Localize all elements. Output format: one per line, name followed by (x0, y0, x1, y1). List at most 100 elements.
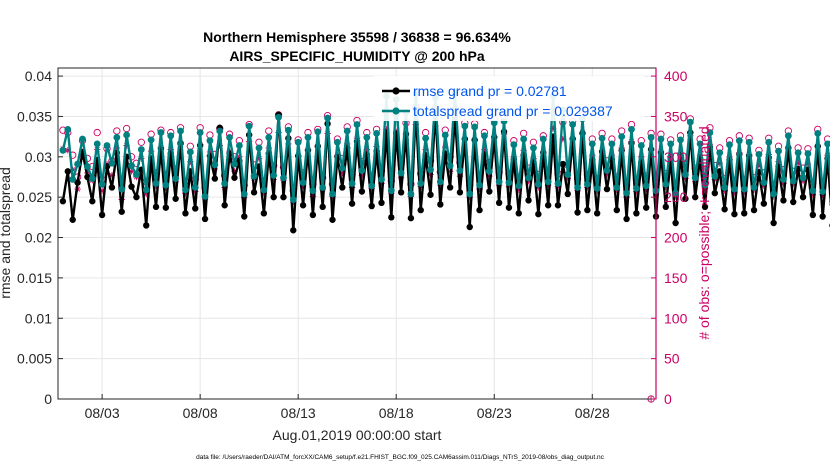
totalspread-point (172, 175, 180, 183)
rmse-point (270, 193, 277, 201)
obs-evaluated-point (716, 160, 723, 167)
y-tick-label: 0.04 (25, 68, 52, 84)
rmse-point (329, 216, 336, 223)
totalspread-point (265, 134, 273, 141)
totalspread-point (378, 176, 385, 183)
rmse-point (819, 213, 826, 220)
rmse-point (672, 219, 679, 227)
totalspread-point (716, 149, 724, 157)
rmse-point (721, 206, 728, 213)
y-axis-label: rmse and totalspread (0, 167, 13, 299)
rmse-point (574, 209, 581, 216)
totalspread-point (240, 190, 248, 198)
totalspread-point (657, 135, 665, 143)
rmse-point (378, 199, 385, 207)
totalspread-point (407, 190, 415, 198)
totalspread-point (133, 171, 140, 178)
totalspread-point (765, 138, 773, 146)
obs-evaluated-point (780, 180, 787, 187)
totalspread-point (824, 140, 830, 148)
obs-evaluated-point (755, 162, 763, 169)
rmse-point (692, 193, 699, 201)
totalspread-point (750, 184, 758, 191)
obs-evaluated-point (363, 146, 371, 153)
totalspread-point (686, 118, 694, 126)
totalspread-point (618, 133, 626, 141)
rmse-point (407, 214, 415, 222)
totalspread-point (583, 180, 591, 188)
rmse-point (98, 211, 106, 219)
rmse-point (260, 210, 268, 217)
totalspread-point (780, 176, 787, 183)
totalspread-point (98, 180, 106, 188)
rmse-point (623, 215, 630, 223)
legend-rmse-marker (392, 87, 400, 95)
chart-subtitle: AIRS_SPECIFIC_HUMIDITY @ 200 hPa (229, 48, 485, 64)
totalspread-point (628, 125, 635, 133)
totalspread-point (461, 122, 469, 130)
rmse-point (348, 200, 356, 207)
y2-tick-label: 200 (664, 230, 688, 246)
totalspread-point (539, 135, 547, 143)
totalspread-point (182, 186, 189, 194)
y2-tick-label: 400 (664, 68, 688, 84)
totalspread-point (490, 119, 498, 127)
rmse-point (250, 189, 258, 196)
totalspread-point (427, 166, 434, 174)
rmse-point (74, 179, 81, 186)
rmse-point (133, 193, 140, 201)
totalspread-point (319, 184, 327, 191)
rmse-point (118, 208, 125, 215)
obs-evaluated-point (696, 151, 704, 159)
totalspread-point (691, 174, 699, 182)
totalspread-point (672, 189, 680, 197)
rmse-point (750, 206, 758, 214)
totalspread-point (128, 162, 135, 170)
rmse-point (809, 211, 817, 219)
obs-evaluated-point (515, 186, 522, 194)
rmse-point (466, 223, 473, 231)
totalspread-point (69, 176, 77, 183)
rmse-point (613, 206, 620, 214)
rmse-point (319, 203, 326, 211)
obs-evaluated-point (603, 171, 611, 178)
y2-tick-label: 100 (664, 310, 688, 326)
totalspread-point (520, 135, 528, 143)
rmse-point (108, 184, 116, 191)
rmse-point (231, 174, 238, 181)
totalspread-point (64, 125, 72, 133)
rmse-point (603, 185, 611, 193)
totalspread-point (329, 190, 336, 198)
obs-evaluated-point (348, 184, 356, 191)
obs-evaluated-point (559, 135, 567, 143)
totalspread-point (814, 129, 822, 137)
rmse-point (192, 205, 199, 212)
y2-tick-label: 50 (664, 351, 680, 367)
rmse-point (437, 201, 444, 208)
obs-evaluated-point (343, 140, 351, 148)
x-tick-label: 08/13 (281, 405, 316, 421)
x-axis-label: Aug.01,2019 00:00:00 start (273, 427, 442, 443)
y-tick-label: 0.02 (25, 230, 52, 246)
totalspread-point (637, 142, 645, 149)
totalspread-point (667, 140, 675, 148)
obs-evaluated-point (64, 147, 72, 154)
totalspread-point (338, 164, 346, 172)
totalspread-point (588, 140, 596, 148)
obs-evaluated-point (442, 143, 449, 151)
totalspread-point (422, 134, 430, 142)
totalspread-point (569, 121, 577, 128)
rmse-point (525, 197, 532, 204)
rmse-point (221, 202, 228, 209)
totalspread-point (731, 185, 738, 193)
rmse-point (162, 204, 170, 211)
rmse-point (290, 227, 297, 234)
obs-evaluated-point (255, 155, 263, 162)
obs-evaluated-point (422, 146, 429, 153)
obs-evaluated-point (804, 160, 812, 168)
totalspread-point (544, 178, 552, 186)
obs-possible-point (93, 128, 101, 137)
rmse-point (211, 175, 219, 182)
x-tick-label: 08/03 (85, 405, 120, 421)
rmse-point (128, 183, 135, 190)
